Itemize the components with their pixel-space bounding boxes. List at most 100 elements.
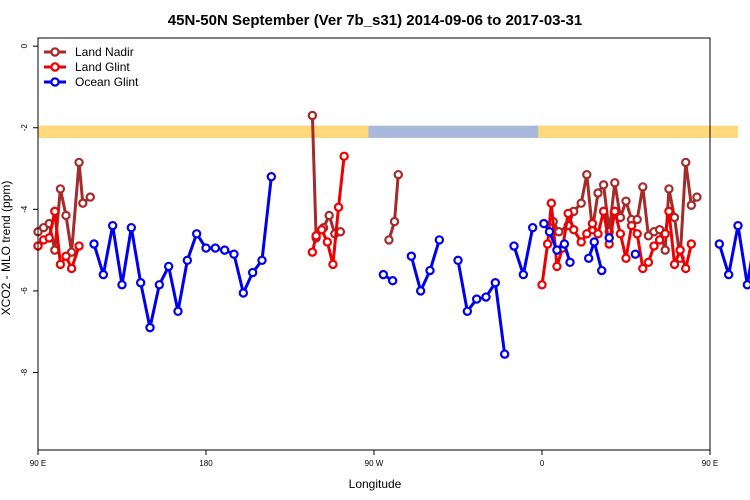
- y-tick-label-2: -4: [20, 205, 29, 213]
- data-point-land-glint-2-21: [654, 235, 665, 245]
- data-point-land-glint-2-8: [582, 229, 592, 239]
- data-point-land-glint-2-13: [610, 206, 620, 217]
- data-point-ocean-glint-9-1: [723, 269, 734, 280]
- data-point-ocean-glint-0-2: [107, 220, 118, 231]
- x-tick-label-1: 180: [199, 459, 213, 468]
- y-tick-label-1: -2: [20, 124, 29, 132]
- data-point-land-nadir-2-0: [384, 235, 394, 245]
- data-point-ocean-glint-1-1: [387, 276, 398, 286]
- data-point-ocean-glint-0-18: [257, 255, 267, 266]
- data-point-land-nadir-0-9: [85, 192, 95, 202]
- data-point-ocean-glint-6-1: [589, 237, 599, 247]
- data-point-ocean-glint-8-0: [630, 249, 641, 259]
- data-point-land-nadir-3-24: [686, 200, 697, 210]
- data-point-land-glint-1-2: [317, 225, 327, 235]
- data-point-land-glint-2-17: [632, 229, 642, 239]
- data-point-land-glint-2-18: [638, 263, 648, 274]
- data-point-land-glint-1-6: [339, 151, 349, 161]
- land-band-0: [38, 125, 369, 138]
- data-point-land-glint-2-0: [537, 280, 547, 290]
- data-point-ocean-glint-6-2: [597, 265, 607, 276]
- data-point-ocean-glint-0-12: [201, 243, 211, 253]
- data-point-land-nadir-1-3: [324, 210, 334, 221]
- data-point-ocean-glint-0-13: [210, 243, 221, 253]
- data-point-ocean-glint-1-0: [378, 269, 389, 280]
- data-point-ocean-glint-3-3: [481, 292, 491, 302]
- data-point-ocean-glint-0-14: [219, 245, 230, 255]
- data-point-land-nadir-0-4: [55, 184, 66, 194]
- data-point-ocean-glint-2-1: [415, 286, 426, 296]
- data-point-land-glint-0-6: [66, 263, 77, 274]
- data-point-ocean-glint-3-5: [499, 349, 510, 359]
- data-point-land-nadir-2-2: [393, 169, 403, 180]
- data-point-land-nadir-3-15: [638, 182, 648, 192]
- data-point-land-nadir-3-14: [632, 214, 642, 225]
- data-point-ocean-glint-5-3: [559, 239, 570, 249]
- data-point-land-nadir-0-8: [78, 198, 88, 208]
- data-point-land-nadir-1-0: [307, 110, 318, 121]
- y-tick-label-3: -6: [20, 287, 29, 295]
- land-band-1: [538, 125, 738, 138]
- data-point-ocean-glint-3-1: [462, 306, 473, 317]
- data-point-land-nadir-3-23: [681, 157, 691, 168]
- series-line-land-nadir-3: [551, 160, 699, 260]
- y-axis-label: XCO2 - MLO trend (ppm): [0, 181, 13, 316]
- data-point-land-glint-2-22: [660, 229, 670, 239]
- data-point-ocean-glint-0-5: [135, 278, 146, 288]
- data-point-ocean-glint-3-2: [471, 294, 482, 304]
- data-point-land-glint-2-2: [546, 198, 557, 208]
- chart-title: 45N-50N September (Ver 7b_s31) 2014-09-0…: [168, 12, 582, 29]
- data-point-land-nadir-3-10: [610, 178, 620, 188]
- data-point-land-glint-2-20: [649, 241, 659, 251]
- data-point-ocean-glint-0-6: [145, 322, 155, 333]
- data-point-land-glint-1-4: [328, 259, 338, 270]
- data-point-land-glint-2-19: [643, 257, 654, 268]
- data-point-ocean-glint-6-0: [583, 253, 594, 263]
- data-point-ocean-glint-4-2: [527, 222, 538, 233]
- data-point-ocean-glint-5-2: [552, 245, 562, 255]
- data-point-land-glint-2-5: [563, 208, 573, 219]
- data-point-land-glint-0-7: [74, 241, 84, 251]
- data-point-land-glint-2-10: [593, 229, 603, 239]
- x-tick-label-3: 0: [540, 459, 545, 468]
- legend-marker-ocean-glint: [50, 77, 60, 87]
- data-point-ocean-glint-5-1: [544, 227, 555, 237]
- series-line-ocean-glint-3: [456, 260, 507, 355]
- data-point-ocean-glint-0-10: [182, 255, 193, 266]
- data-point-ocean-glint-0-4: [126, 222, 137, 233]
- data-point-land-glint-0-3: [50, 206, 60, 217]
- data-point-land-nadir-0-5: [61, 210, 71, 221]
- data-point-ocean-glint-9-3: [742, 280, 750, 290]
- data-point-land-glint-1-3: [322, 237, 333, 247]
- data-point-ocean-glint-0-0: [89, 239, 99, 249]
- data-point-land-glint-2-14: [615, 229, 626, 239]
- data-point-ocean-glint-2-2: [425, 265, 435, 276]
- data-point-land-nadir-3-12: [621, 196, 631, 206]
- data-point-ocean-glint-0-1: [98, 269, 109, 280]
- data-point-land-glint-2-6: [569, 225, 579, 235]
- data-point-land-glint-2-3: [552, 261, 562, 272]
- data-point-ocean-glint-0-19: [266, 171, 277, 182]
- series-line-ocean-glint-4: [512, 227, 535, 277]
- series-line-ocean-glint-2: [409, 239, 441, 293]
- data-point-land-glint-1-5: [333, 202, 344, 212]
- data-point-ocean-glint-9-0: [714, 239, 725, 249]
- data-point-land-nadir-3-19: [660, 245, 670, 255]
- series-line-land-glint-2: [540, 201, 693, 285]
- data-point-land-glint-2-9: [587, 218, 598, 229]
- x-axis-label: Longitude: [349, 477, 402, 491]
- data-point-land-glint-2-26: [681, 263, 691, 274]
- data-point-ocean-glint-0-17: [247, 267, 258, 278]
- data-point-land-nadir-3-21: [669, 212, 680, 223]
- x-tick-label-4: 90 E: [702, 459, 718, 468]
- legend-label-land-nadir: Land Nadir: [75, 45, 134, 59]
- data-point-ocean-glint-0-3: [117, 280, 127, 290]
- data-point-land-nadir-0-7: [74, 157, 84, 168]
- data-point-ocean-glint-3-0: [453, 255, 463, 266]
- legend-marker-land-nadir: [50, 47, 60, 57]
- data-point-land-glint-1-0: [307, 247, 318, 257]
- y-tick-label-0: 0: [20, 43, 29, 48]
- data-point-ocean-glint-4-1: [518, 269, 529, 280]
